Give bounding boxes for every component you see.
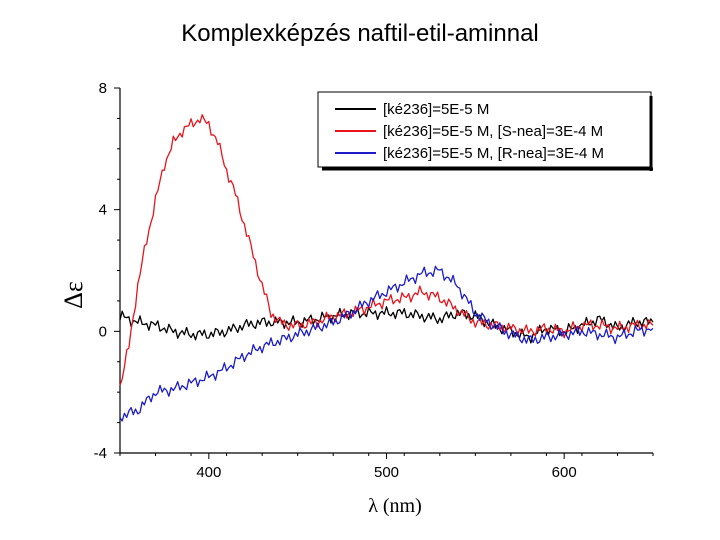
y-tick-label: 0 [99, 323, 107, 340]
y-tick-label: 8 [99, 80, 107, 97]
legend-box [317, 91, 652, 168]
x-axis-label: λ (nm) [368, 495, 422, 517]
series-line-1 [119, 306, 654, 344]
series-line-3 [119, 265, 654, 422]
x-tick-label: 600 [552, 464, 577, 481]
legend-label: [ké236]=5E-5 M, [S-nea]=3E-4 M [383, 123, 603, 140]
series-layer [119, 114, 654, 422]
x-tick-label: 500 [374, 464, 399, 481]
y-axis-label: Δε [59, 281, 88, 309]
y-tick-label: -4 [94, 445, 107, 462]
series-line-2 [119, 114, 654, 386]
x-tick-label: 400 [196, 464, 221, 481]
slide-title: Komplexképzés naftil-etil-aminnal [181, 20, 539, 47]
axis-ticks: -4 0 4 8 400 500 600 [94, 80, 654, 481]
legend-label: [ké236]=5E-5 M [383, 101, 489, 118]
legend-label: [ké236]=5E-5 M, [R-nea]=3E-4 M [383, 145, 604, 162]
legend: [ké236]=5E-5 M [ké236]=5E-5 M, [S-nea]=3E… [317, 91, 655, 171]
y-tick-label: 4 [99, 202, 107, 219]
